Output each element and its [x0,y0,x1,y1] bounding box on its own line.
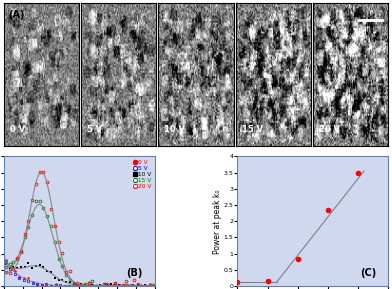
Text: 5 V: 5 V [87,125,102,134]
Text: 0 V: 0 V [10,125,25,134]
Text: (C): (C) [360,268,376,278]
Text: (B): (B) [126,268,143,278]
Legend: 0 V, 5 V, 10 V, 15 V, 20 V: 0 V, 5 V, 10 V, 15 V, 20 V [132,159,152,189]
Text: 15 V: 15 V [242,125,263,134]
Y-axis label: Power at peak k₀: Power at peak k₀ [213,189,222,253]
Text: (A): (A) [8,10,24,20]
Text: 20 V: 20 V [319,125,340,134]
Text: 10 V: 10 V [165,125,185,134]
